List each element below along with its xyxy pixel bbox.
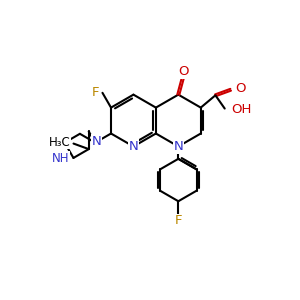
Text: O: O	[235, 82, 246, 95]
Text: O: O	[178, 65, 189, 78]
Text: F: F	[92, 86, 99, 99]
Text: N: N	[129, 140, 138, 153]
Text: F: F	[175, 214, 182, 227]
Text: OH: OH	[231, 103, 252, 116]
Text: NH: NH	[52, 152, 69, 165]
Text: N: N	[92, 135, 101, 148]
Text: N: N	[173, 140, 183, 153]
Text: H₃C: H₃C	[49, 136, 70, 148]
